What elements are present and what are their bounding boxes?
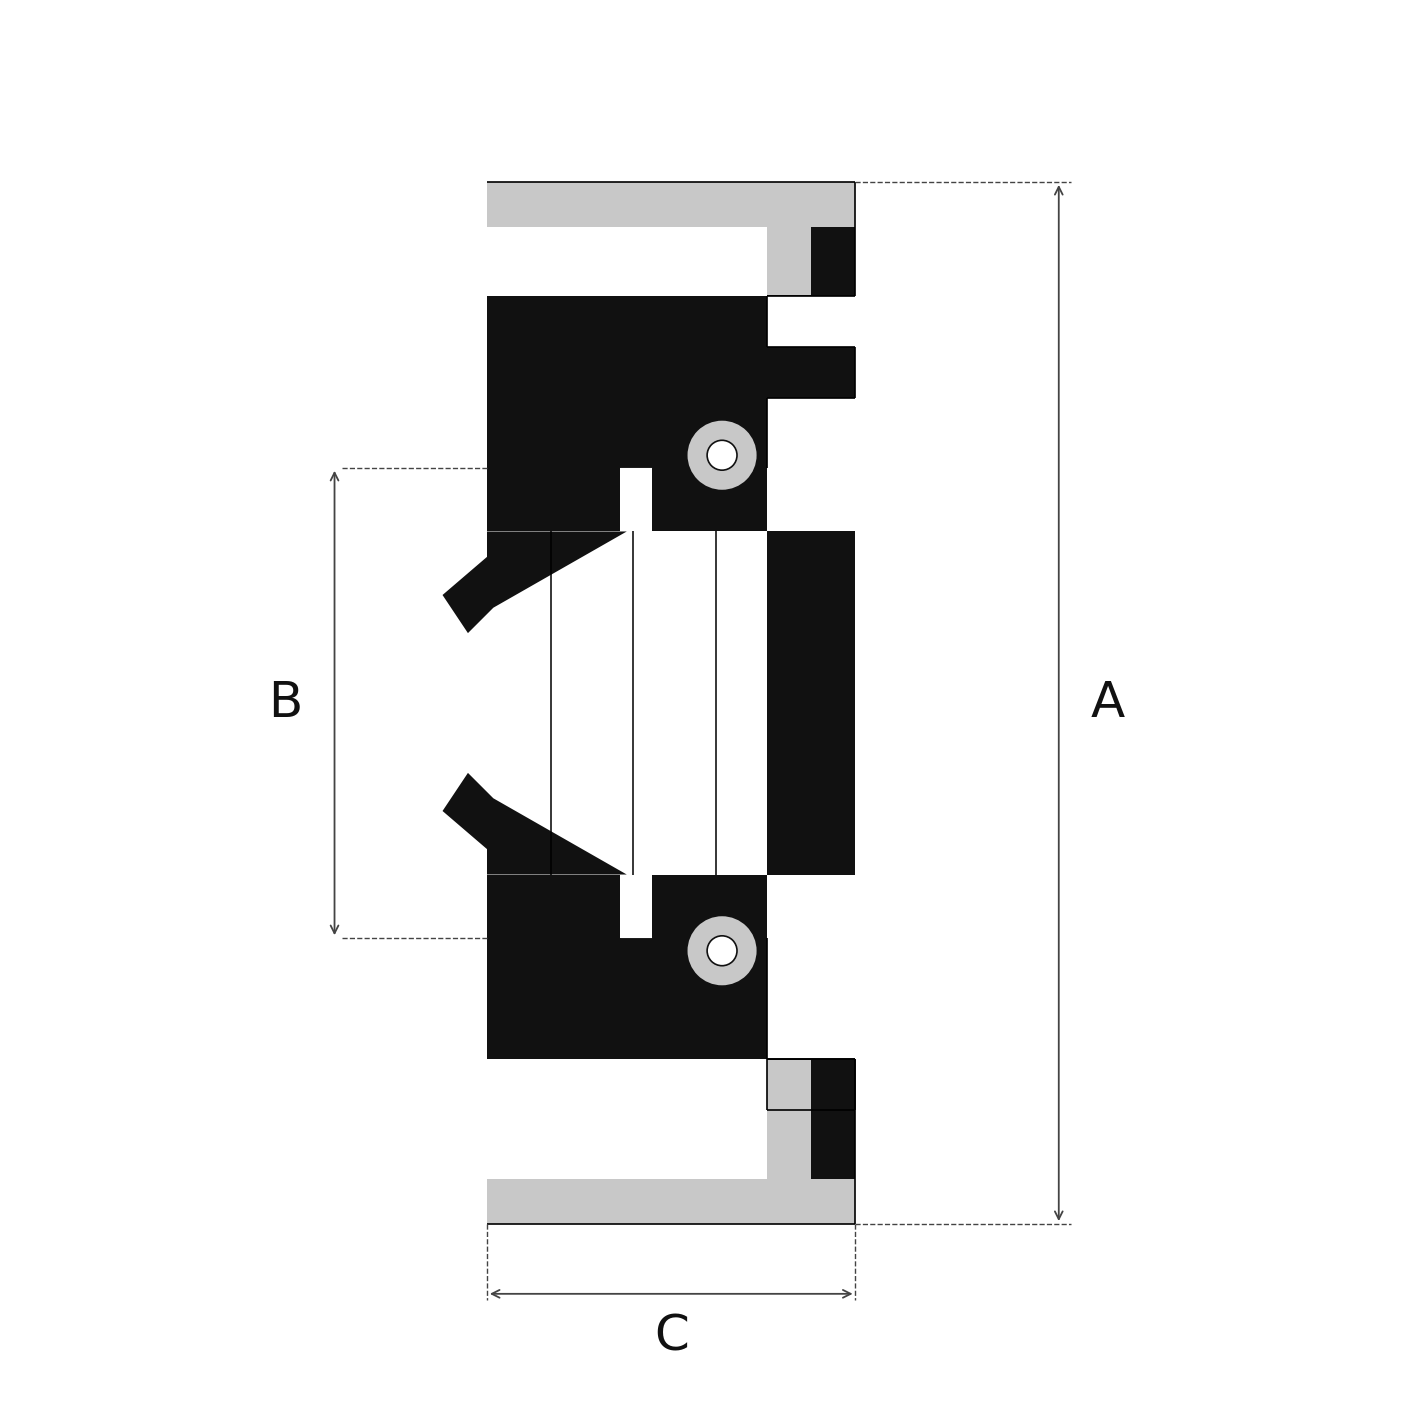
Circle shape	[686, 915, 758, 987]
Polygon shape	[486, 938, 855, 1225]
Text: C: C	[654, 1313, 689, 1361]
Polygon shape	[486, 875, 766, 938]
Polygon shape	[620, 900, 652, 938]
Circle shape	[707, 440, 737, 470]
Polygon shape	[766, 531, 855, 875]
Polygon shape	[766, 226, 811, 295]
Polygon shape	[486, 181, 855, 226]
Polygon shape	[620, 468, 652, 506]
Polygon shape	[486, 1180, 855, 1225]
Polygon shape	[486, 226, 766, 297]
Polygon shape	[486, 468, 766, 531]
Polygon shape	[766, 1060, 811, 1180]
Circle shape	[686, 419, 758, 491]
Text: B: B	[269, 679, 302, 727]
Text: A: A	[1091, 679, 1125, 727]
Polygon shape	[486, 1059, 766, 1180]
Polygon shape	[443, 773, 627, 875]
Polygon shape	[620, 468, 652, 531]
Polygon shape	[486, 181, 855, 468]
Polygon shape	[443, 531, 627, 633]
Polygon shape	[620, 875, 652, 938]
Circle shape	[707, 936, 737, 966]
